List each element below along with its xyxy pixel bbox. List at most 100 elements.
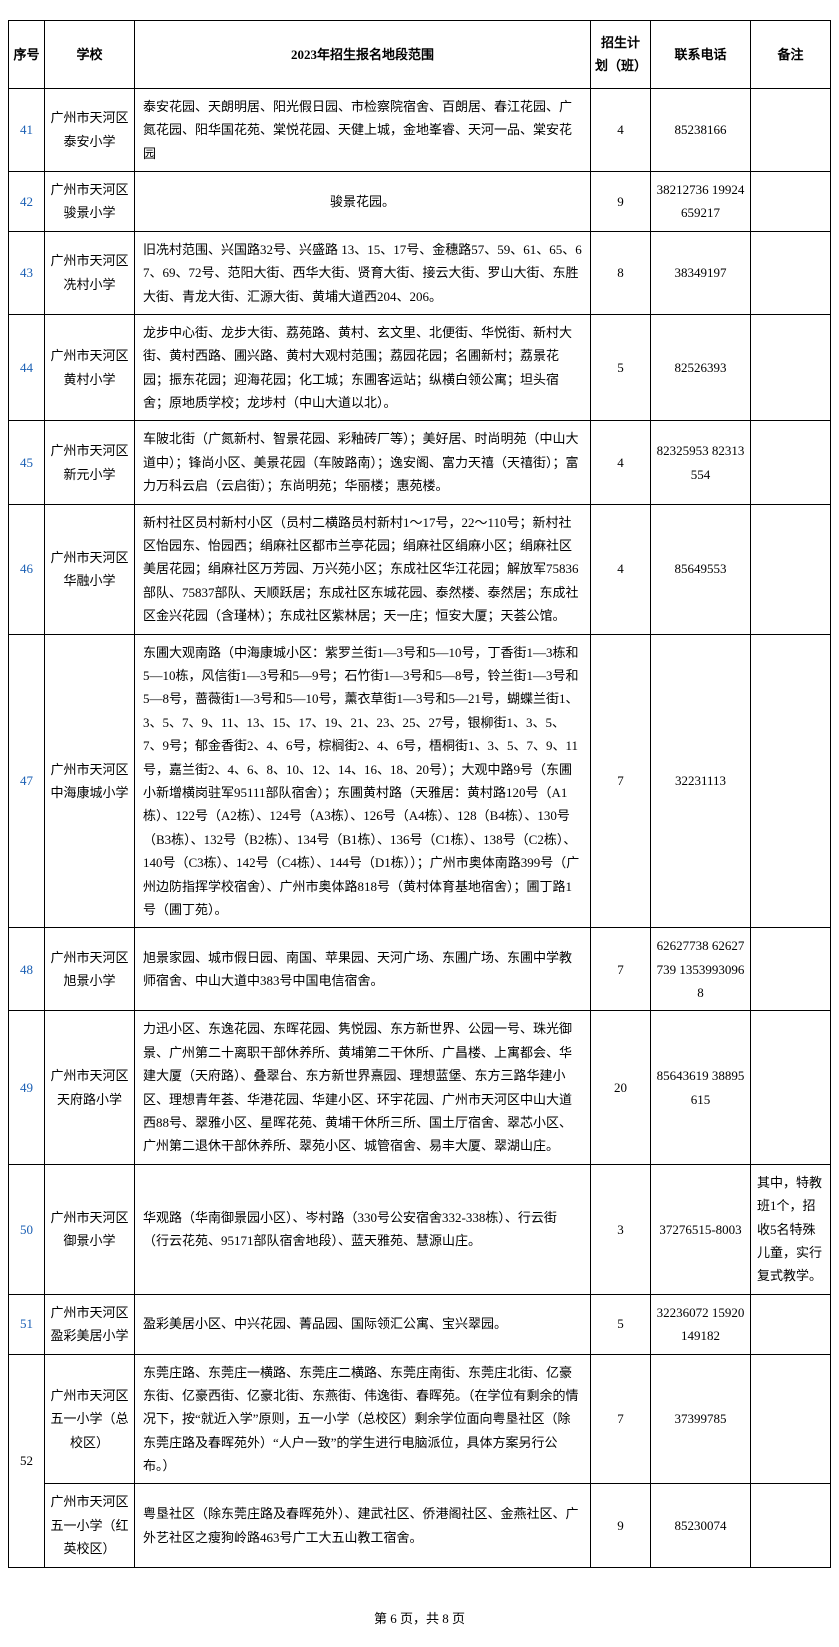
seq-cell: 50 <box>9 1164 45 1294</box>
phone-cell: 85238166 <box>651 88 751 171</box>
table-row: 45广州市天河区新元小学车陂北街（广氮新村、智景花园、彩釉砖厂等）；美好居、时尚… <box>9 421 831 504</box>
note-cell <box>751 504 831 634</box>
note-cell <box>751 1011 831 1164</box>
phone-cell: 85230074 <box>651 1484 751 1567</box>
table-row: 48广州市天河区旭景小学旭景家园、城市假日园、南国、苹果园、天河广场、东圃广场、… <box>9 928 831 1011</box>
note-cell <box>751 1294 831 1354</box>
header-scope: 2023年招生报名地段范围 <box>135 21 591 89</box>
scope-cell: 车陂北街（广氮新村、智景花园、彩釉砖厂等）；美好居、时尚明苑（中山大道中）；锋尚… <box>135 421 591 504</box>
seq-cell: 51 <box>9 1294 45 1354</box>
table-row: 49广州市天河区天府路小学力迅小区、东逸花园、东晖花园、隽悦园、东方新世界、公园… <box>9 1011 831 1164</box>
school-cell: 广州市天河区五一小学（红英校区） <box>45 1484 135 1567</box>
seq-cell: 43 <box>9 231 45 314</box>
school-cell: 广州市天河区五一小学（总校区） <box>45 1354 135 1484</box>
table-row: 41广州市天河区泰安小学泰安花园、天朗明居、阳光假日园、市检察院宿舍、百朗居、春… <box>9 88 831 171</box>
header-note: 备注 <box>751 21 831 89</box>
school-cell: 广州市天河区华融小学 <box>45 504 135 634</box>
scope-cell: 泰安花园、天朗明居、阳光假日园、市检察院宿舍、百朗居、春江花园、广氮花园、阳华国… <box>135 88 591 171</box>
plan-cell: 4 <box>591 504 651 634</box>
table-row: 47广州市天河区中海康城小学东圃大观南路（中海康城小区：紫罗兰街1—3号和5—1… <box>9 634 831 928</box>
school-cell: 广州市天河区天府路小学 <box>45 1011 135 1164</box>
table-row: 50广州市天河区御景小学华观路（华南御景园小区）、岑村路（330号公安宿舍332… <box>9 1164 831 1294</box>
school-cell: 广州市天河区御景小学 <box>45 1164 135 1294</box>
scope-cell: 骏景花园。 <box>135 171 591 231</box>
table-row: 46广州市天河区华融小学新村社区员村新村小区（员村二横路员村新村1～17号，22… <box>9 504 831 634</box>
plan-cell: 20 <box>591 1011 651 1164</box>
scope-cell: 盈彩美居小区、中兴花园、菁品园、国际领汇公寓、宝兴翠园。 <box>135 1294 591 1354</box>
school-cell: 广州市天河区旭景小学 <box>45 928 135 1011</box>
school-cell: 广州市天河区冼村小学 <box>45 231 135 314</box>
note-cell: 其中，特教班1个，招收5名特殊儿童，实行复式教学。 <box>751 1164 831 1294</box>
seq-cell: 45 <box>9 421 45 504</box>
plan-cell: 3 <box>591 1164 651 1294</box>
phone-cell: 37399785 <box>651 1354 751 1484</box>
header-school: 学校 <box>45 21 135 89</box>
note-cell <box>751 421 831 504</box>
plan-cell: 4 <box>591 88 651 171</box>
plan-cell: 5 <box>591 1294 651 1354</box>
phone-cell: 82325953 82313554 <box>651 421 751 504</box>
seq-cell: 46 <box>9 504 45 634</box>
phone-cell: 38212736 19924659217 <box>651 171 751 231</box>
table-body: 41广州市天河区泰安小学泰安花园、天朗明居、阳光假日园、市检察院宿舍、百朗居、春… <box>9 88 831 1567</box>
phone-cell: 62627738 62627739 13539930968 <box>651 928 751 1011</box>
phone-cell: 32236072 15920149182 <box>651 1294 751 1354</box>
note-cell <box>751 928 831 1011</box>
phone-cell: 85643619 38895615 <box>651 1011 751 1164</box>
scope-cell: 东莞庄路、东莞庄一横路、东莞庄二横路、东莞庄南街、东莞庄北街、亿豪东街、亿豪西街… <box>135 1354 591 1484</box>
phone-cell: 37276515-8003 <box>651 1164 751 1294</box>
plan-cell: 4 <box>591 421 651 504</box>
school-cell: 广州市天河区黄村小学 <box>45 314 135 421</box>
seq-cell: 41 <box>9 88 45 171</box>
note-cell <box>751 1354 831 1484</box>
plan-cell: 9 <box>591 171 651 231</box>
phone-cell: 38349197 <box>651 231 751 314</box>
phone-cell: 85649553 <box>651 504 751 634</box>
seq-cell: 49 <box>9 1011 45 1164</box>
school-cell: 广州市天河区泰安小学 <box>45 88 135 171</box>
enrollment-table: 序号 学校 2023年招生报名地段范围 招生计划（班） 联系电话 备注 41广州… <box>8 20 831 1568</box>
school-cell: 广州市天河区骏景小学 <box>45 171 135 231</box>
note-cell <box>751 88 831 171</box>
note-cell <box>751 171 831 231</box>
table-row: 42广州市天河区骏景小学骏景花园。938212736 19924659217 <box>9 171 831 231</box>
note-cell <box>751 231 831 314</box>
plan-cell: 7 <box>591 1354 651 1484</box>
scope-cell: 龙步中心街、龙步大街、荔苑路、黄村、玄文里、北便街、华悦街、新村大街、黄村西路、… <box>135 314 591 421</box>
note-cell <box>751 634 831 928</box>
table-row: 43广州市天河区冼村小学旧冼村范围、兴国路32号、兴盛路 13、15、17号、金… <box>9 231 831 314</box>
table-row: 广州市天河区五一小学（红英校区）粤垦社区（除东莞庄路及春晖苑外）、建武社区、侨港… <box>9 1484 831 1567</box>
school-cell: 广州市天河区盈彩美居小学 <box>45 1294 135 1354</box>
header-row: 序号 学校 2023年招生报名地段范围 招生计划（班） 联系电话 备注 <box>9 21 831 89</box>
note-cell <box>751 1484 831 1567</box>
header-plan: 招生计划（班） <box>591 21 651 89</box>
plan-cell: 8 <box>591 231 651 314</box>
plan-cell: 9 <box>591 1484 651 1567</box>
phone-cell: 32231113 <box>651 634 751 928</box>
seq-cell: 52 <box>9 1354 45 1567</box>
scope-cell: 华观路（华南御景园小区）、岑村路（330号公安宿舍332-338栋）、行云街（行… <box>135 1164 591 1294</box>
plan-cell: 7 <box>591 928 651 1011</box>
table-row: 52广州市天河区五一小学（总校区）东莞庄路、东莞庄一横路、东莞庄二横路、东莞庄南… <box>9 1354 831 1484</box>
seq-cell: 47 <box>9 634 45 928</box>
table-row: 44广州市天河区黄村小学龙步中心街、龙步大街、荔苑路、黄村、玄文里、北便街、华悦… <box>9 314 831 421</box>
scope-cell: 新村社区员村新村小区（员村二横路员村新村1～17号，22～110号；新村社区怡园… <box>135 504 591 634</box>
scope-cell: 东圃大观南路（中海康城小区：紫罗兰街1—3号和5—10号，丁香街1—3栋和5—1… <box>135 634 591 928</box>
school-cell: 广州市天河区中海康城小学 <box>45 634 135 928</box>
seq-cell: 48 <box>9 928 45 1011</box>
plan-cell: 5 <box>591 314 651 421</box>
seq-cell: 44 <box>9 314 45 421</box>
scope-cell: 旧冼村范围、兴国路32号、兴盛路 13、15、17号、金穗路57、59、61、6… <box>135 231 591 314</box>
scope-cell: 粤垦社区（除东莞庄路及春晖苑外）、建武社区、侨港阁社区、金燕社区、广外艺社区之瘦… <box>135 1484 591 1567</box>
header-phone: 联系电话 <box>651 21 751 89</box>
table-row: 51广州市天河区盈彩美居小学盈彩美居小区、中兴花园、菁品园、国际领汇公寓、宝兴翠… <box>9 1294 831 1354</box>
scope-cell: 旭景家园、城市假日园、南国、苹果园、天河广场、东圃广场、东圃中学教师宿舍、中山大… <box>135 928 591 1011</box>
note-cell <box>751 314 831 421</box>
plan-cell: 7 <box>591 634 651 928</box>
seq-cell: 42 <box>9 171 45 231</box>
school-cell: 广州市天河区新元小学 <box>45 421 135 504</box>
phone-cell: 82526393 <box>651 314 751 421</box>
scope-cell: 力迅小区、东逸花园、东晖花园、隽悦园、东方新世界、公园一号、珠光御景、广州第二十… <box>135 1011 591 1164</box>
page-footer: 第 6 页，共 8 页 <box>8 1608 831 1627</box>
header-seq: 序号 <box>9 21 45 89</box>
